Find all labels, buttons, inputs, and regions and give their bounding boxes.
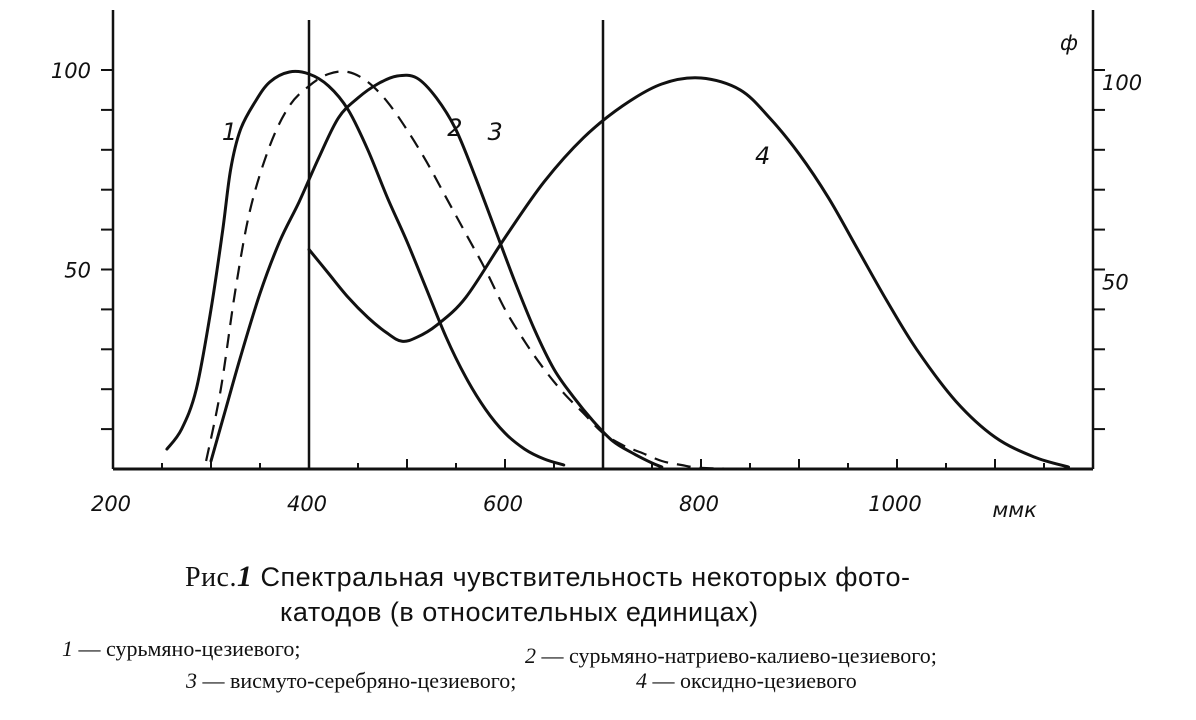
legend-item-4: 4 — оксидно-цезиевого (636, 668, 857, 694)
legend-item-number: 3 (186, 668, 197, 693)
series-curve-1 (165, 69, 566, 467)
series-curve-3 (209, 73, 664, 469)
curve-label-1: 1 (222, 118, 237, 146)
vertical-reference-lines (307, 20, 605, 469)
x-tick-label: 600 (483, 492, 523, 516)
y-axis-right-symbol: ф (1060, 31, 1078, 55)
y-tick-label-left: 50 (64, 259, 91, 283)
x-tick-label: 200 (91, 492, 131, 516)
x-tick-label: 800 (679, 492, 719, 516)
legend-item-number: 1 (62, 636, 73, 661)
x-tick-label: 400 (287, 492, 327, 516)
spectral-sensitivity-chart: 50 100 50 100 ф 200 400 600 800 1000 ммк 1 2 3 4 (51, 10, 1142, 522)
legend-item-text: — сурьмяно-натриево-калиево-цезиевого; (541, 643, 937, 668)
y-tick-label-left: 100 (51, 59, 91, 83)
chart-series (165, 69, 1070, 471)
caption-line-2: катодов (в относительных единицах) (280, 597, 759, 627)
figure-caption: Рис.1 Спектральная чувствительность неко… (185, 560, 1185, 629)
chart-labels: 50 100 50 100 ф 200 400 600 800 1000 ммк 1 2 3 4 (51, 31, 1142, 522)
y-tick-label-right: 50 (1102, 271, 1129, 295)
legend: 1 — сурьмяно-цезиевого; 2 — сурьмяно-нат… (0, 636, 1196, 706)
legend-item-text: — висмуто-серебряно-цезиевого; (202, 668, 517, 693)
y-tick-label-right: 100 (1102, 71, 1142, 95)
curve-label-2: 2 (447, 114, 462, 142)
legend-item-2: 2 — сурьмяно-натриево-калиево-цезиевого; (525, 643, 937, 669)
legend-item-text: — сурьмяно-цезиевого; (78, 636, 301, 661)
caption-line-1: Спектральная чувствительность некоторых … (260, 562, 911, 592)
curve-label-3: 3 (487, 118, 502, 146)
caption-prefix: Рис. (185, 562, 237, 593)
x-axis-unit: ммк (992, 498, 1037, 522)
legend-item-1: 1 — сурьмяно-цезиевого; (62, 636, 301, 662)
legend-item-text: — оксидно-цезиевого (652, 668, 857, 693)
legend-item-number: 2 (525, 643, 536, 668)
series-curve-4 (307, 76, 1070, 469)
caption-figure-number: 1 (236, 560, 253, 593)
legend-item-number: 4 (636, 668, 647, 693)
series-curve-2 (205, 70, 751, 471)
legend-item-3: 3 — висмуто-серебряно-цезиевого; (186, 668, 516, 694)
curve-label-4: 4 (755, 142, 770, 170)
x-tick-label: 1000 (868, 492, 921, 516)
